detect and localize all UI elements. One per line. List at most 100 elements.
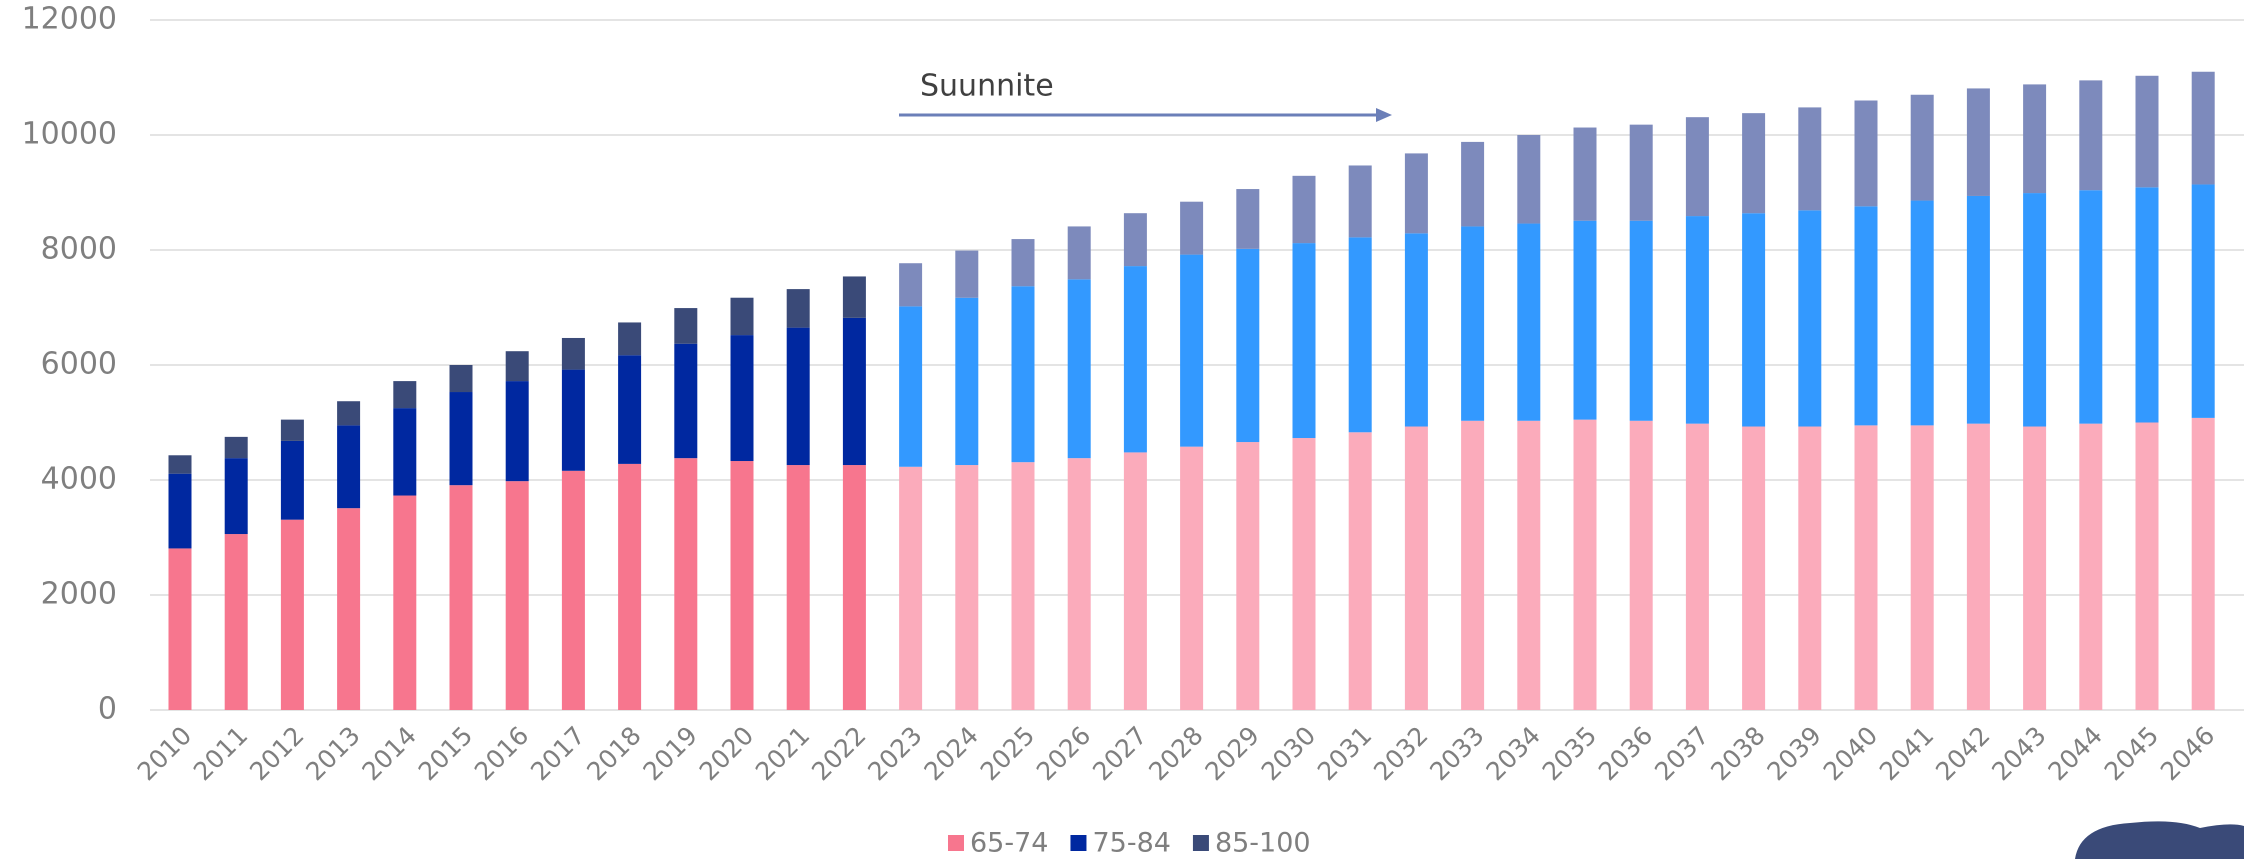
bar-segment: [1067, 458, 1091, 710]
bar-segment: [730, 335, 754, 462]
bar-segment: [618, 463, 642, 710]
bar-segment: [2079, 423, 2103, 710]
legend-swatch: [1192, 835, 1209, 851]
bar-segment: [1236, 442, 1260, 710]
bar-segment: [842, 465, 866, 710]
x-tick-label: 2023: [862, 721, 927, 786]
bar-segment: [280, 419, 304, 441]
bar-segment: [2023, 426, 2047, 710]
bar-segment: [1854, 206, 1878, 426]
bar-segment: [1573, 419, 1597, 710]
x-tick-label: 2019: [637, 721, 702, 786]
bar-segment: [393, 408, 417, 496]
bar-segment: [899, 466, 923, 710]
bar-segment: [337, 508, 361, 710]
bar-segment: [1742, 213, 1766, 427]
bar-segment: [1123, 213, 1147, 267]
bar-segment: [1910, 94, 1934, 201]
bar-segment: [618, 322, 642, 356]
bar-segment: [899, 306, 923, 467]
bar-segment: [1461, 420, 1485, 710]
bar-segment: [505, 381, 529, 482]
x-tick-label: 2021: [750, 721, 815, 786]
bar-segment: [1966, 423, 1990, 710]
x-tick-label: 2013: [300, 721, 365, 786]
arrow-head: [1376, 108, 1392, 122]
bar-segment: [1011, 286, 1035, 463]
bar-segment: [1742, 113, 1766, 214]
x-tick-label: 2038: [1705, 721, 1770, 786]
bar-segment: [674, 458, 698, 710]
y-tick-label: 6000: [41, 347, 117, 382]
bar-segment: [1517, 223, 1541, 421]
y-tick-label: 4000: [41, 462, 117, 497]
bar-segment: [1236, 189, 1260, 249]
legend-label: 65-74: [970, 828, 1048, 859]
bar-segment: [1180, 446, 1204, 710]
bar-segment: [280, 519, 304, 710]
bar-segment: [561, 369, 585, 471]
bar-segment: [1123, 452, 1147, 710]
bar-segment: [449, 392, 473, 486]
bar-segment: [337, 401, 361, 426]
x-tick-label: 2043: [1986, 721, 2051, 786]
x-tick-label: 2034: [1480, 721, 1545, 786]
bar-segment: [955, 250, 979, 298]
x-tick-label: 2030: [1256, 721, 1321, 786]
x-tick-label: 2035: [1537, 721, 1602, 786]
bar-segment: [168, 473, 192, 549]
bar-segment: [561, 470, 585, 710]
y-tick-label: 2000: [41, 577, 117, 612]
bar-segment: [1236, 248, 1260, 443]
bar-segment: [1854, 425, 1878, 710]
bar-segment: [1685, 423, 1709, 710]
bar-segment: [786, 465, 810, 710]
x-tick-label: 2041: [1874, 721, 1939, 786]
x-tick-label: 2033: [1424, 721, 1489, 786]
legend-label: 85-100: [1215, 828, 1311, 859]
bar-segment: [224, 458, 248, 535]
bar-segment: [1011, 462, 1035, 710]
bar-segment: [1404, 426, 1428, 710]
bar-segment: [1123, 266, 1147, 453]
bar-segment: [280, 440, 304, 520]
x-tick-label: 2016: [469, 721, 534, 786]
bar-segment: [1404, 233, 1428, 427]
bar-segment: [393, 495, 417, 710]
x-tick-label: 2015: [413, 721, 478, 786]
bar-segment: [1348, 237, 1372, 433]
legend-swatch: [948, 835, 964, 851]
x-tick-label: 2024: [918, 721, 983, 786]
bar-segment: [730, 297, 754, 336]
y-tick-label: 10000: [22, 117, 117, 152]
x-tick-label: 2040: [1818, 721, 1883, 786]
x-tick-label: 2027: [1087, 721, 1152, 786]
bar-segment: [1910, 200, 1934, 426]
bar-segment: [1629, 124, 1653, 221]
bar-segment: [1067, 279, 1091, 459]
bar-segment: [674, 343, 698, 459]
x-tick-label: 2044: [2042, 721, 2107, 786]
bar-segment: [786, 289, 810, 328]
bar-segment: [2023, 84, 2047, 194]
bar-segment: [786, 327, 810, 466]
bar-segment: [1292, 175, 1316, 244]
bar-segment: [505, 351, 529, 382]
bar-segment: [1404, 153, 1428, 234]
bar-segment: [2135, 187, 2159, 423]
bar-segment: [2079, 190, 2103, 424]
x-tick-label: 2011: [188, 721, 253, 786]
bar-segment: [1461, 226, 1485, 421]
bar-segment: [561, 337, 585, 370]
bar-segment: [955, 297, 979, 466]
bar-segment: [618, 355, 642, 464]
bar-segment: [224, 436, 248, 459]
bar-segment: [1067, 226, 1091, 280]
x-tick-label: 2037: [1649, 721, 1714, 786]
annotation: Suunnite: [920, 69, 1054, 104]
x-tick-label: 2025: [975, 721, 1040, 786]
x-tick-label: 2014: [356, 721, 421, 786]
bar-segment: [1798, 107, 1822, 211]
bar-segment: [1180, 201, 1204, 255]
bar-segment: [1629, 220, 1653, 421]
